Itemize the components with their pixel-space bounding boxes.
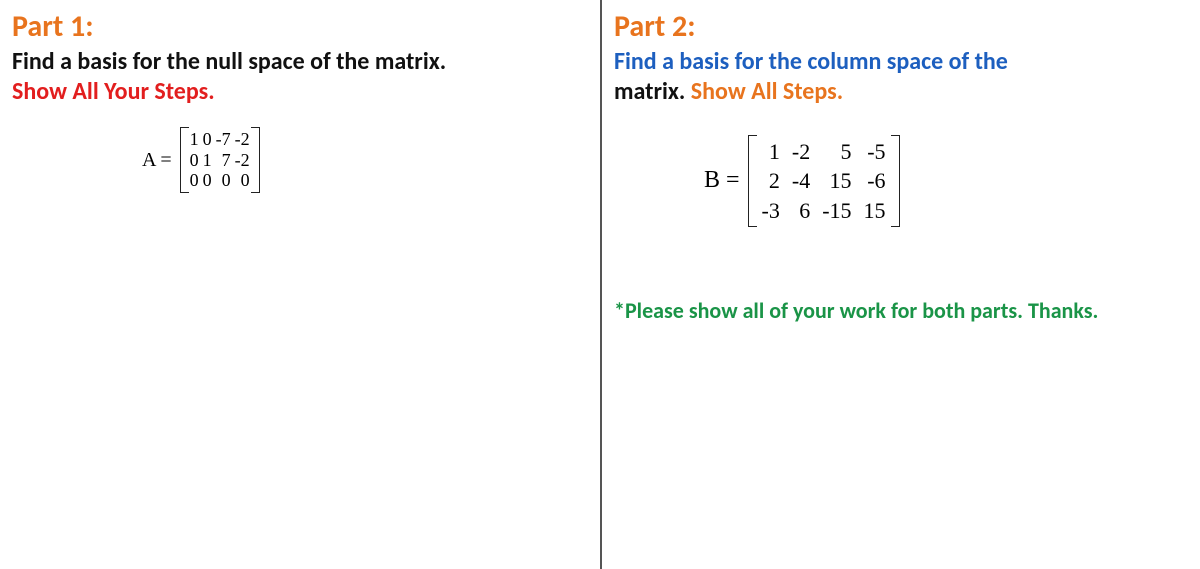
work-note: *Please show all of your work for both p… [614,297,1188,325]
matrix-cell: -2 [786,137,816,166]
matrix-cell: -2 [233,150,252,171]
matrix-cell: 1 [201,150,214,171]
matrix-cell: 6 [786,196,816,225]
part-2-prompt-blue: Find a basis for the column space of the [614,47,1008,76]
part-1-prompt: Find a basis for the null space of the m… [12,47,588,107]
matrix-cell: 5 [816,137,857,166]
matrix-b-table: 1-25-52-415-6-36-1515 [756,137,892,225]
two-column-layout: Part 1: Find a basis for the null space … [0,0,1200,569]
matrix-cell: 15 [816,166,857,195]
matrix-a-table: 10-7-2017-20000 [188,129,252,191]
matrix-cell: 1 [188,129,201,150]
part-2-column: Part 2: Find a basis for the column spac… [600,0,1200,569]
matrix-cell: 0 [188,170,201,191]
matrix-cell: -5 [858,137,892,166]
part-1-column: Part 1: Find a basis for the null space … [0,0,600,569]
part-2-prompt-orange: Show All Steps. [691,77,843,106]
matrix-a-label: A = [142,149,172,172]
part-1-prompt-emph: Show All Your Steps. [12,77,215,106]
matrix-a-block: A = 10-7-2017-20000 [12,127,588,193]
matrix-cell: -7 [214,129,233,150]
matrix-cell: -4 [786,166,816,195]
matrix-a: 10-7-2017-20000 [180,127,260,193]
part-2-prompt-black: matrix. [614,77,685,106]
matrix-cell: 0 [233,170,252,191]
part-1-title: Part 1: [12,8,588,45]
matrix-cell: 1 [756,137,786,166]
matrix-b: 1-25-52-415-6-36-1515 [748,135,900,227]
matrix-cell: 7 [214,150,233,171]
matrix-cell: -3 [756,196,786,225]
matrix-cell: 2 [756,166,786,195]
matrix-cell: 0 [201,170,214,191]
matrix-b-label: B = [704,167,740,194]
matrix-cell: -6 [858,166,892,195]
matrix-cell: -2 [233,129,252,150]
matrix-cell: 0 [188,150,201,171]
matrix-cell: 15 [858,196,892,225]
part-2-title: Part 2: [614,8,1188,45]
matrix-cell: 0 [214,170,233,191]
matrix-b-block: B = 1-25-52-415-6-36-1515 [614,135,1188,227]
part-2-prompt: Find a basis for the column space of the… [614,47,1188,107]
matrix-cell: -15 [816,196,857,225]
part-1-prompt-main: Find a basis for the null space of the m… [12,47,446,76]
matrix-cell: 0 [201,129,214,150]
